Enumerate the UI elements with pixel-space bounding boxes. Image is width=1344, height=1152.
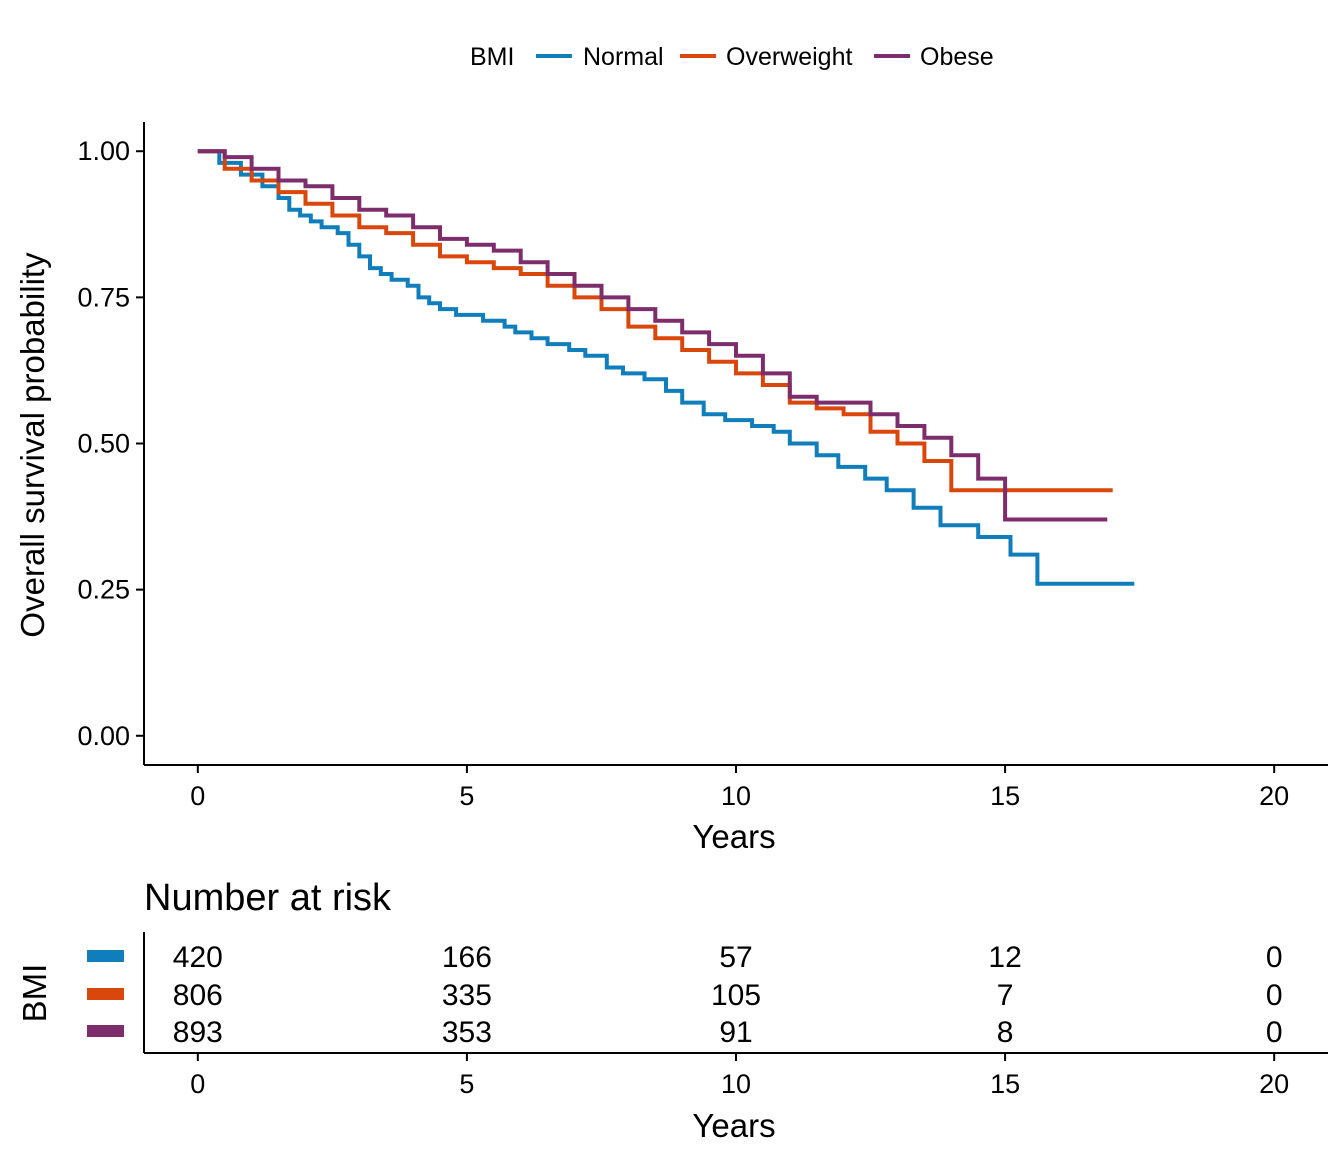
risk-row-swatch xyxy=(87,988,124,1000)
risk-rows: 420 166 57 12 0 806 335 105 7 0 893 353 91 8 0 xyxy=(87,941,1283,1049)
risk-count: 91 xyxy=(719,1016,752,1049)
y-tick-label: 1.00 xyxy=(77,136,130,166)
legend-title: BMI xyxy=(470,43,514,71)
y-axis-title: Overall survival probability xyxy=(14,252,51,638)
x-tick-label: 10 xyxy=(721,781,751,811)
y-tick-label: 0.25 xyxy=(77,575,130,605)
y-tick-label: 0.50 xyxy=(77,429,130,459)
x-axis-title: Years xyxy=(692,818,775,855)
risk-x-ticks: 0 5 10 15 20 xyxy=(190,1053,1289,1099)
x-ticks: 0 5 10 15 20 xyxy=(190,765,1289,811)
y-tick-label: 0.75 xyxy=(77,282,130,312)
risk-table-title: Number at risk xyxy=(144,877,392,919)
risk-count: 8 xyxy=(997,1016,1014,1049)
risk-x-tick-label: 20 xyxy=(1259,1069,1289,1099)
risk-x-tick-label: 5 xyxy=(459,1069,474,1099)
survival-curves xyxy=(197,149,1135,586)
x-tick-label: 20 xyxy=(1259,781,1289,811)
curve-obese xyxy=(197,149,1108,522)
legend-label-overweight: Overweight xyxy=(726,43,852,71)
x-tick-label: 0 xyxy=(190,781,205,811)
legend-label-normal: Normal xyxy=(583,43,664,71)
risk-table-y-title: BMI xyxy=(16,964,53,1023)
curve-overweight xyxy=(197,149,1113,493)
risk-count: 420 xyxy=(173,941,223,974)
risk-x-tick-label: 10 xyxy=(721,1069,751,1099)
risk-count: 7 xyxy=(997,979,1014,1012)
legend: BMI Normal Overweight Obese xyxy=(470,43,994,71)
curve-normal xyxy=(197,149,1135,586)
risk-row-swatch xyxy=(87,1025,124,1037)
risk-count: 806 xyxy=(173,979,223,1012)
risk-row-swatch xyxy=(87,950,124,962)
risk-count: 12 xyxy=(988,941,1021,974)
risk-count: 166 xyxy=(442,941,492,974)
risk-table-x-title: Years xyxy=(692,1107,775,1144)
risk-count: 335 xyxy=(442,979,492,1012)
x-tick-label: 15 xyxy=(990,781,1020,811)
risk-count: 353 xyxy=(442,1016,492,1049)
risk-count: 105 xyxy=(711,979,761,1012)
x-tick-label: 5 xyxy=(459,781,474,811)
survival-plot: 0.00 0.25 0.50 0.75 1.00 0 5 10 15 20 Years Over… xyxy=(14,122,1328,855)
risk-count: 0 xyxy=(1266,979,1283,1012)
risk-x-tick-label: 15 xyxy=(990,1069,1020,1099)
risk-count: 0 xyxy=(1266,1016,1283,1049)
risk-count: 0 xyxy=(1266,941,1283,974)
risk-x-tick-label: 0 xyxy=(190,1069,205,1099)
risk-count: 57 xyxy=(719,941,752,974)
y-ticks: 0.00 0.25 0.50 0.75 1.00 xyxy=(77,136,144,751)
legend-label-obese: Obese xyxy=(920,43,994,71)
risk-count: 893 xyxy=(173,1016,223,1049)
y-tick-label: 0.00 xyxy=(77,721,130,751)
